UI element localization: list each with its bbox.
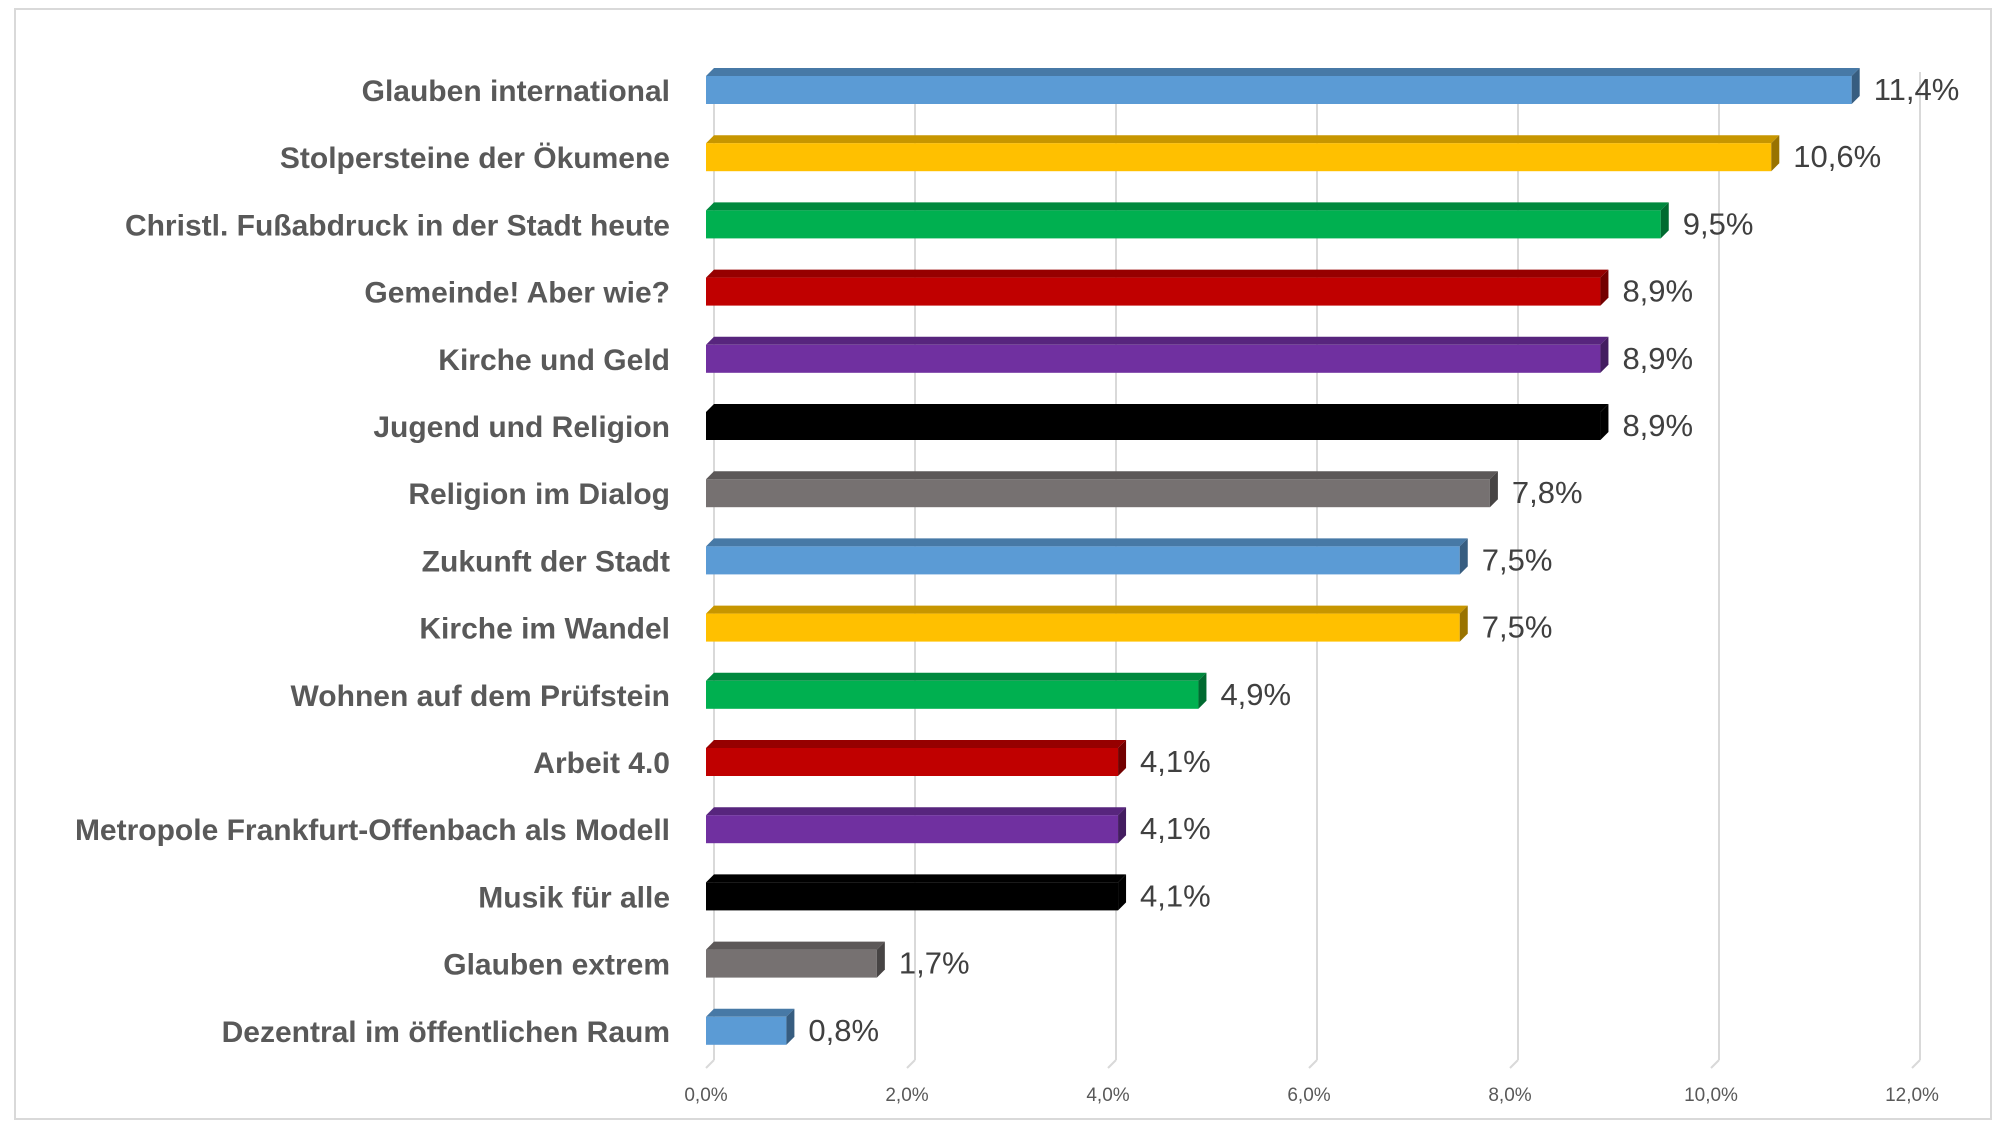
- bar-top-face: [706, 68, 1860, 76]
- bar: [706, 479, 1490, 508]
- data-label: 7,5%: [1482, 542, 1553, 577]
- bar: [706, 613, 1460, 642]
- bar-side-face: [1459, 538, 1468, 575]
- category-label: Zukunft der Stadt: [422, 545, 670, 578]
- category-label: Christl. Fußabdruck in der Stadt heute: [125, 209, 670, 242]
- bar-top-face: [706, 471, 1498, 480]
- bar-top-face: [706, 941, 885, 950]
- data-label: 7,5%: [1482, 610, 1553, 645]
- gridline-floor: [906, 1059, 916, 1069]
- bar-top-face: [706, 874, 1127, 883]
- category-label: Jugend und Religion: [373, 411, 670, 444]
- data-label: 4,1%: [1140, 811, 1211, 846]
- bar-top-face: [706, 740, 1127, 748]
- bar: [706, 1016, 787, 1045]
- bar: [706, 412, 1601, 440]
- bar: [706, 277, 1601, 306]
- bar-top-face: [706, 1008, 795, 1017]
- bar: [706, 815, 1119, 844]
- bar-side-face: [1118, 807, 1127, 844]
- data-label: 8,9%: [1622, 408, 1693, 443]
- data-label: 1,7%: [899, 946, 970, 981]
- x-tick-label: 2,0%: [885, 1085, 928, 1106]
- bar: [706, 949, 877, 978]
- gridline-floor: [1107, 1059, 1117, 1069]
- x-tick-label: 10,0%: [1684, 1085, 1738, 1106]
- bar: [706, 143, 1772, 172]
- category-label: Dezentral im öffentlichen Raum: [222, 1016, 670, 1049]
- bar-top-face: [706, 538, 1468, 547]
- category-label: Metropole Frankfurt-Offenbach als Modell: [75, 814, 670, 847]
- bar-top-face: [706, 605, 1468, 614]
- category-label: Gemeinde! Aber wie?: [364, 277, 670, 310]
- gridline-floor: [1509, 1059, 1519, 1069]
- gridline-floor: [1911, 1059, 1921, 1069]
- bar-top-face: [706, 404, 1609, 412]
- gridline-floor: [1308, 1059, 1318, 1069]
- category-label: Kirche und Geld: [438, 344, 670, 377]
- bar: [706, 882, 1119, 911]
- x-tick-label: 8,0%: [1488, 1085, 1531, 1106]
- bar: [706, 546, 1460, 575]
- category-label: Religion im Dialog: [408, 478, 670, 511]
- bar: [706, 344, 1601, 373]
- bar-side-face: [786, 1008, 795, 1045]
- bar-side-face: [1600, 336, 1609, 373]
- category-label: Stolpersteine der Ökumene: [280, 142, 670, 175]
- x-tick-label: 12,0%: [1885, 1085, 1939, 1106]
- bar-top-face: [706, 202, 1669, 211]
- x-tick-label: 4,0%: [1086, 1085, 1129, 1106]
- data-label: 8,9%: [1622, 341, 1693, 376]
- gridline-floor: [705, 1059, 715, 1069]
- data-label: 9,5%: [1683, 206, 1754, 241]
- category-label: Wohnen auf dem Prüfstein: [291, 680, 670, 713]
- gridline-floor: [1710, 1059, 1720, 1069]
- bar: [706, 76, 1852, 104]
- bar-side-face: [1118, 874, 1127, 911]
- data-label: 4,9%: [1220, 677, 1291, 712]
- bar-side-face: [876, 941, 885, 978]
- bar-top-face: [706, 336, 1609, 345]
- bar-side-face: [1771, 135, 1780, 172]
- bar: [706, 680, 1199, 709]
- data-label: 0,8%: [808, 1013, 879, 1048]
- data-label: 7,8%: [1512, 475, 1583, 510]
- bar: [706, 210, 1661, 239]
- category-label: Musik für alle: [478, 881, 670, 914]
- data-label: 4,1%: [1140, 878, 1211, 913]
- category-label: Arbeit 4.0: [533, 747, 670, 780]
- x-tick-label: 0,0%: [684, 1085, 727, 1106]
- bar-side-face: [1600, 404, 1609, 440]
- data-label: 8,9%: [1622, 274, 1693, 309]
- bar-side-face: [1118, 740, 1127, 776]
- bar-top-face: [706, 135, 1780, 144]
- bar-side-face: [1198, 672, 1207, 709]
- category-label: Glauben international: [362, 75, 670, 108]
- data-label: 4,1%: [1140, 744, 1211, 779]
- bar-side-face: [1851, 68, 1860, 104]
- category-label: Glauben extrem: [443, 949, 670, 982]
- bar-side-face: [1660, 202, 1669, 239]
- bar-side-face: [1489, 471, 1498, 508]
- bar-side-face: [1459, 605, 1468, 642]
- bar: [706, 748, 1119, 776]
- bar-top-face: [706, 672, 1207, 681]
- x-tick-label: 6,0%: [1287, 1085, 1330, 1106]
- bar-side-face: [1600, 269, 1609, 306]
- bar-top-face: [706, 807, 1127, 816]
- category-label: Kirche im Wandel: [419, 613, 670, 646]
- data-label: 11,4%: [1874, 72, 1960, 107]
- data-label: 10,6%: [1793, 139, 1881, 174]
- bar-top-face: [706, 269, 1609, 278]
